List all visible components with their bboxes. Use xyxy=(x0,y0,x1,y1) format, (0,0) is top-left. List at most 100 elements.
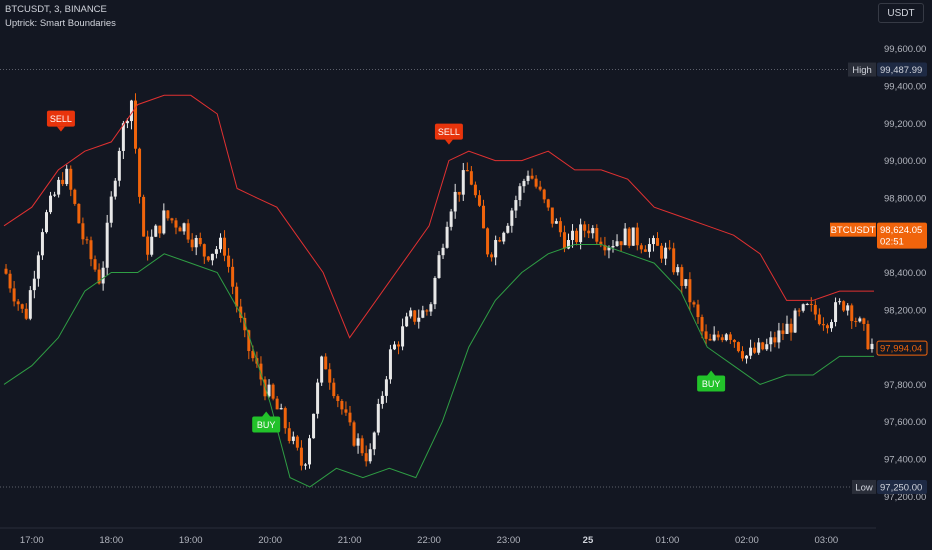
candle-body xyxy=(550,207,554,224)
candle-body xyxy=(356,438,360,446)
candle-body xyxy=(223,237,227,256)
candle-body xyxy=(579,224,583,243)
candle-body xyxy=(231,266,235,287)
candle-body xyxy=(575,230,579,243)
candle-body xyxy=(660,245,664,259)
candle-body xyxy=(49,195,53,213)
upper-boundary-line xyxy=(3,94,874,339)
candle-body xyxy=(433,277,437,305)
candle-body xyxy=(813,304,817,315)
candle-body xyxy=(631,227,635,246)
x-tick-label: 18:00 xyxy=(99,535,123,546)
candle-body xyxy=(121,123,125,151)
candle-body xyxy=(587,230,591,234)
candle-body xyxy=(324,356,328,370)
candle-body xyxy=(113,180,117,197)
candle-body xyxy=(494,240,498,258)
candle-body xyxy=(486,228,490,255)
candle-body xyxy=(571,230,575,241)
candle-body xyxy=(753,347,757,353)
candle-body xyxy=(696,304,700,318)
candle-body xyxy=(291,436,295,441)
candle-body xyxy=(12,288,16,302)
candle-body xyxy=(178,227,182,232)
candle-body xyxy=(117,150,121,181)
indicator-title: Uptrick: Smart Boundaries xyxy=(5,18,116,29)
candle-body xyxy=(619,241,623,246)
x-tick-label: 19:00 xyxy=(179,535,203,546)
candle-body xyxy=(668,247,672,249)
candle-body xyxy=(65,168,69,185)
y-tick-label: 97,600.00 xyxy=(884,417,926,428)
candle-body xyxy=(793,310,797,333)
candle-body xyxy=(805,303,809,305)
high-value-box xyxy=(877,62,927,77)
candle-body xyxy=(425,310,429,312)
candle-body xyxy=(599,241,603,246)
candle-body xyxy=(692,302,696,305)
candle-body xyxy=(469,171,473,185)
y-tick-label: 99,200.00 xyxy=(884,119,926,130)
currency-button[interactable]: USDT xyxy=(878,3,924,23)
y-tick-label: 97,800.00 xyxy=(884,380,926,391)
candle-body xyxy=(708,338,712,341)
candle-body xyxy=(457,191,461,195)
candle-body xyxy=(854,321,858,323)
candle-body xyxy=(20,304,24,309)
candle-body xyxy=(413,310,417,322)
low-label: Low xyxy=(855,482,873,493)
candle-body xyxy=(607,247,611,251)
candle-body xyxy=(846,305,850,311)
candle-body xyxy=(672,248,676,273)
candle-body xyxy=(328,369,332,383)
candle-body xyxy=(502,232,506,242)
candle-body xyxy=(360,438,364,454)
candle-body xyxy=(688,279,692,303)
candle-body xyxy=(57,179,61,195)
candle-body xyxy=(186,223,190,240)
candle-body xyxy=(858,318,862,322)
candle-body xyxy=(465,170,469,172)
candle-body xyxy=(712,334,716,341)
candle-body xyxy=(765,344,769,350)
candle-body xyxy=(150,236,154,255)
candle-body xyxy=(61,179,65,185)
symbol-tag-box xyxy=(830,222,876,237)
candle-body xyxy=(105,222,109,268)
candle-body xyxy=(538,186,542,190)
candle-body xyxy=(728,334,732,340)
candle-body xyxy=(166,210,170,219)
x-tick-label: 20:00 xyxy=(258,535,282,546)
x-tick-label: 01:00 xyxy=(656,535,680,546)
candle-body xyxy=(801,304,805,311)
candle-body xyxy=(401,326,405,347)
candle-body xyxy=(372,432,376,450)
signal-pointer xyxy=(56,126,65,132)
candle-body xyxy=(615,241,619,247)
candle-body xyxy=(417,317,421,322)
candle-body xyxy=(336,396,340,401)
candle-body xyxy=(206,256,210,261)
candle-body xyxy=(449,211,453,227)
candle-body xyxy=(825,325,829,329)
candle-body xyxy=(138,148,142,197)
candle-body xyxy=(785,323,789,334)
candle-body xyxy=(639,245,643,250)
candle-body xyxy=(332,382,336,397)
candle-body xyxy=(380,395,384,404)
candle-body xyxy=(562,232,566,249)
high-value: 99,487.99 xyxy=(880,65,922,76)
candle-body xyxy=(566,240,570,249)
x-tick-label: 03:00 xyxy=(814,535,838,546)
candle-body xyxy=(821,324,825,326)
candle-body xyxy=(194,238,198,248)
candle-body xyxy=(526,175,530,181)
x-tick-label: 22:00 xyxy=(417,535,441,546)
candle-body xyxy=(279,408,283,410)
candle-body xyxy=(530,175,534,179)
candle-body xyxy=(97,269,101,284)
y-tick-label: 97,200.00 xyxy=(884,492,926,503)
candle-body xyxy=(745,355,749,359)
sell-signal-text: SELL xyxy=(50,114,72,124)
